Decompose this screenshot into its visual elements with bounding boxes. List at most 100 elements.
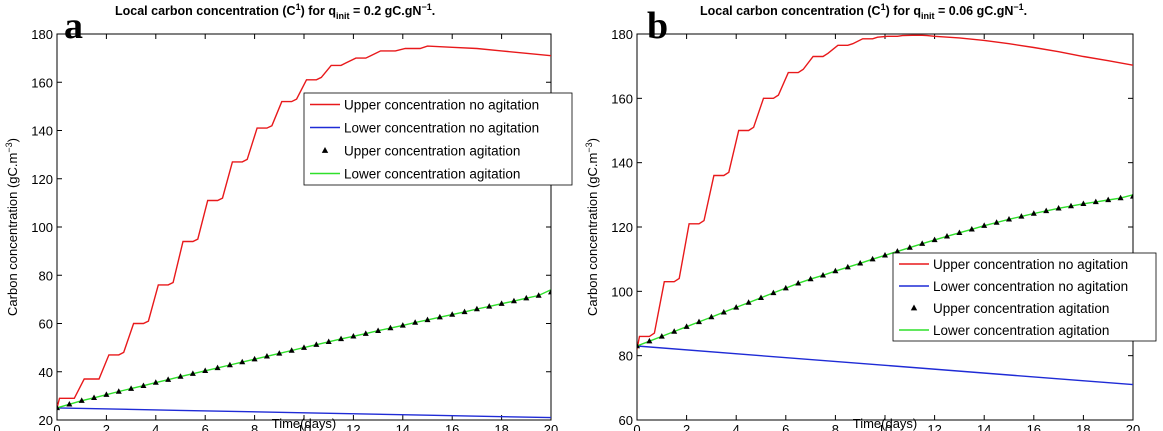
plot-frame xyxy=(636,33,1134,421)
marker-point xyxy=(189,370,196,376)
y-tick-label: 80 xyxy=(39,268,53,283)
marker-point xyxy=(671,328,678,334)
marker-point xyxy=(869,255,876,262)
title-part: = 0.2 gC.gN xyxy=(350,4,422,18)
x-tick-label: 8 xyxy=(832,422,839,431)
x-tick-label: 12 xyxy=(346,422,360,431)
marker-point xyxy=(770,289,777,296)
marker-point xyxy=(276,350,283,356)
y-tick-label: 140 xyxy=(611,156,633,171)
y-tick-label: 80 xyxy=(619,349,633,364)
marker-point xyxy=(498,300,505,306)
marker-point xyxy=(683,323,690,329)
marker-point xyxy=(548,288,551,295)
y-tick-label: 120 xyxy=(611,220,633,235)
series-group xyxy=(57,45,551,419)
marker-point xyxy=(745,299,752,305)
legend-entry: Lower concentration agitation xyxy=(933,323,1109,338)
marker-point xyxy=(140,382,147,388)
marker-point xyxy=(523,294,530,301)
y-axis-label: Carbon concentration (gC.m−3) xyxy=(584,138,600,316)
y-tick-label: 160 xyxy=(611,91,633,106)
x-axis-label: Time(days) xyxy=(272,416,337,431)
y-tick-label: 180 xyxy=(31,27,53,42)
marker-point xyxy=(424,316,431,323)
x-tick-label: 0 xyxy=(53,422,60,431)
y-tick-label: 100 xyxy=(611,284,633,299)
x-tick-label: 10 xyxy=(878,422,892,431)
x-tick-label: 6 xyxy=(782,422,789,431)
title-sup: −1 xyxy=(1013,2,1023,12)
marker-point xyxy=(66,401,73,407)
marker-point xyxy=(461,308,468,315)
marker-point xyxy=(894,248,901,254)
marker-point xyxy=(708,313,715,320)
marker-point xyxy=(1030,210,1037,216)
marker-point xyxy=(535,292,542,298)
x-tick-label: 14 xyxy=(977,422,991,431)
legend: Upper concentration no agitation Lower co… xyxy=(303,92,573,186)
title-sub: init xyxy=(336,11,350,21)
marker-point xyxy=(202,367,209,373)
marker-point xyxy=(152,379,159,385)
marker-point xyxy=(1018,213,1025,219)
y-tick-label: 60 xyxy=(619,413,633,428)
marker-point xyxy=(115,388,122,394)
series-line-0 xyxy=(57,45,551,409)
legend-entry: Lower concentration no agitation xyxy=(933,279,1128,294)
marker-point xyxy=(177,373,184,379)
x-tick-label: 20 xyxy=(1126,422,1140,431)
marker-point xyxy=(646,337,653,344)
marker-point xyxy=(931,236,938,243)
marker-point xyxy=(906,244,913,250)
marker-point xyxy=(214,364,221,371)
y-tick-label: 60 xyxy=(39,317,53,332)
y-tick-label: 160 xyxy=(31,75,53,90)
panel-a: a Local carbon concentration (C1) for qin… xyxy=(4,2,573,431)
x-tick-label: 6 xyxy=(202,422,209,431)
x-tick-label: 18 xyxy=(1076,422,1090,431)
marker-point xyxy=(128,385,135,391)
legend-entry: Upper concentration agitation xyxy=(933,301,1109,316)
marker-point xyxy=(301,344,307,350)
x-tick-label: 4 xyxy=(733,422,740,431)
ylabel-part: ) xyxy=(585,138,600,142)
legend-box xyxy=(303,92,573,186)
legend-box xyxy=(892,252,1157,342)
marker-point xyxy=(832,267,839,274)
marker-point xyxy=(1080,200,1087,207)
title-sub: init xyxy=(921,11,935,21)
title-part: Local carbon concentration (C xyxy=(700,4,881,18)
legend-entry: Lower concentration no agitation xyxy=(344,121,539,136)
legend-entry: Upper concentration no agitation xyxy=(344,98,539,113)
marker-point xyxy=(1043,207,1050,214)
marker-point xyxy=(313,341,320,347)
chart-title: Local carbon concentration (C1) for qini… xyxy=(115,2,435,21)
marker-point xyxy=(782,284,789,291)
marker-point xyxy=(1006,215,1012,222)
marker-point xyxy=(399,322,406,328)
marker-point xyxy=(251,355,258,362)
x-tick-label: 8 xyxy=(251,422,258,431)
x-axis-label: Time(days) xyxy=(853,416,918,431)
marker-point xyxy=(239,358,246,365)
marker-point xyxy=(338,335,345,342)
x-tick-label: 10 xyxy=(297,422,311,431)
marker-point xyxy=(857,260,864,266)
ylabel-part: Carbon concentration (gC.m xyxy=(585,153,600,316)
marker-point xyxy=(1117,194,1124,201)
marker-point xyxy=(436,313,443,320)
marker-point xyxy=(993,219,1000,225)
marker-point xyxy=(919,240,926,246)
x-tick-label: 2 xyxy=(103,422,110,431)
marker-point xyxy=(449,311,456,317)
chart-title: Local carbon concentration (C1) for qini… xyxy=(700,2,1027,21)
ylabel-part: Carbon concentration (gC.m xyxy=(5,153,20,316)
marker-point xyxy=(1105,196,1112,203)
title-part: Local carbon concentration (C xyxy=(115,4,296,18)
panel-letter: b xyxy=(647,5,668,47)
title-sup: −1 xyxy=(421,2,431,12)
marker-point xyxy=(362,330,369,336)
series-group xyxy=(637,34,1133,386)
